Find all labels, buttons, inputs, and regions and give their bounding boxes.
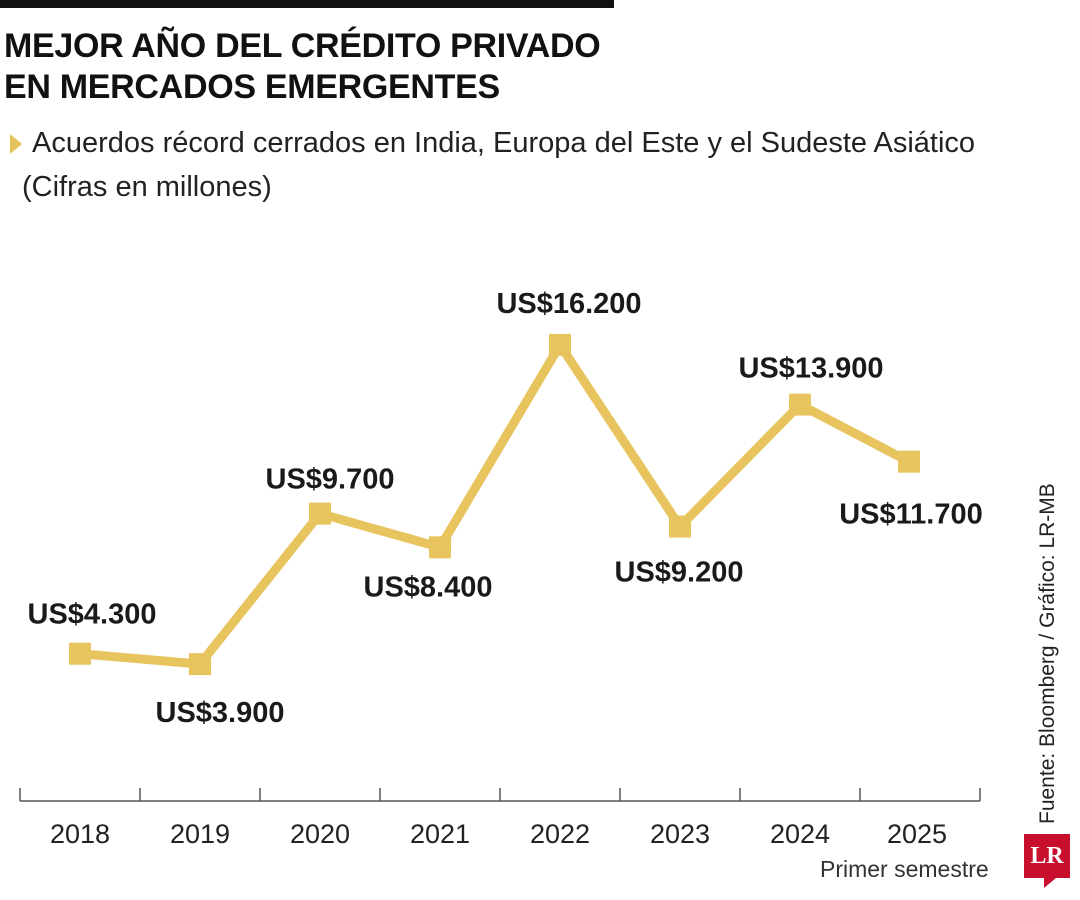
lr-logo-tail [1044,878,1056,888]
series-line-layer [75,340,914,669]
tick-label-layer: 2018 2019 2020 2021 2022 2023 2024 2025 [50,819,947,849]
lr-logo: LR [1024,834,1070,878]
data-label-2022: US$16.200 [496,288,641,320]
data-point-2023 [669,515,691,538]
chart-title: MEJOR AÑO DEL CRÉDITO PRIVADO EN MERCADO… [4,26,644,108]
data-point-2024 [789,393,811,416]
data-label-2023: US$9.200 [615,557,744,589]
data-label-2018: US$4.300 [28,599,157,631]
data-point-2021 [429,536,451,559]
data-label-layer: US$4.300 US$3.900 US$9.700 US$8.400 US$16.20… [28,288,983,729]
x-tick-label-2024: 2024 [770,819,830,849]
title-line-2: EN MERCADOS EMERGENTES [4,68,500,106]
data-point-2025 [898,450,920,473]
x-tick-label-2025: 2025 [887,819,947,849]
x-tick-label-2021: 2021 [410,819,470,849]
unit-note: (Cifras en millones) [22,171,272,203]
data-label-2019: US$3.900 [156,697,285,729]
marker-layer [69,333,920,676]
x-tick-label-2020: 2020 [290,819,350,849]
source-credit: Fuente: Bloomberg / Gráfico: LR-MB [1036,483,1059,824]
data-label-2021: US$8.400 [364,571,493,603]
x-tick-label-2019: 2019 [170,819,230,849]
data-label-2025: US$11.700 [839,499,983,531]
top-rule [0,0,614,8]
data-label-2024: US$13.900 [738,353,883,385]
period-note: Primer semestre [820,856,989,882]
title-line-1: MEJOR AÑO DEL CRÉDITO PRIVADO [4,27,601,65]
data-point-2019 [189,653,211,676]
data-point-2018 [69,642,91,665]
triangle-bullet-icon [10,134,22,154]
series-line [75,340,914,669]
x-tick-label-2022: 2022 [530,819,590,849]
x-axis [19,788,981,802]
data-point-2022 [549,333,571,356]
data-label-2020: US$9.700 [266,464,395,496]
x-tick-label-2023: 2023 [650,819,710,849]
data-point-2020 [309,502,331,525]
x-tick-label-2018: 2018 [50,819,110,849]
chart-subtitle: Acuerdos récord cerrados en India, Europ… [32,127,976,159]
